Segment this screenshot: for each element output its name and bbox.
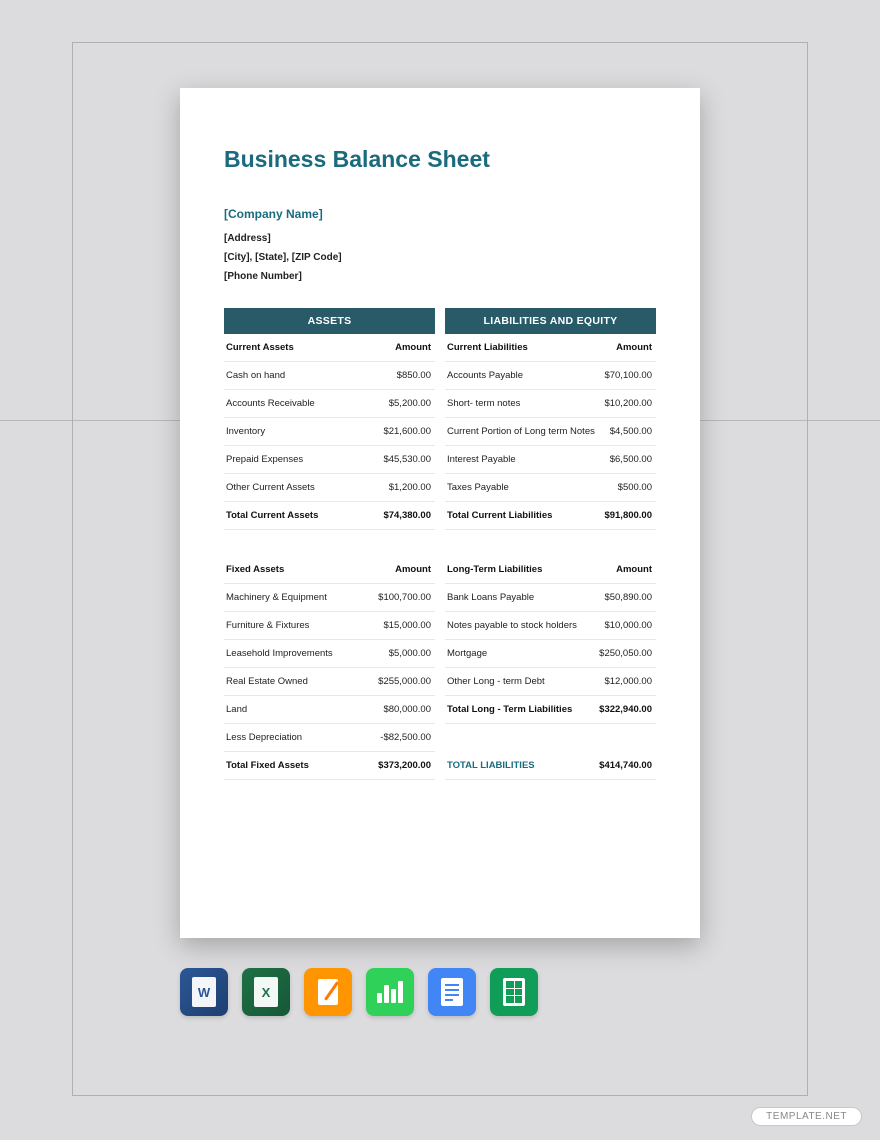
tables-container: ASSETS Current Assets Amount Cash on han… — [224, 308, 656, 784]
document-title: Business Balance Sheet — [224, 146, 656, 173]
table-row: Inventory$21,600.00 — [224, 418, 435, 446]
pages-icon[interactable] — [304, 968, 352, 1016]
company-address: [Address] — [224, 229, 656, 248]
file-format-icons: W X — [180, 968, 538, 1016]
table-row: Accounts Receivable$5,200.00 — [224, 390, 435, 418]
current-liabilities-title: Current Liabilities — [447, 342, 616, 354]
current-assets-title: Current Assets — [226, 342, 395, 354]
table-row: Less Depreciation-$82,500.00 — [224, 724, 435, 752]
longterm-liabilities-title: Long-Term Liabilities — [447, 564, 616, 576]
liabilities-header: LIABILITIES AND EQUITY — [445, 308, 656, 334]
table-row: Taxes Payable$500.00 — [445, 474, 656, 502]
excel-icon[interactable]: X — [242, 968, 290, 1016]
table-row: Other Long - term Debt$12,000.00 — [445, 668, 656, 696]
fixed-assets-head: Fixed Assets Amount — [224, 556, 435, 584]
company-block: [Company Name] [Address] [City], [State]… — [224, 207, 656, 286]
google-sheets-icon[interactable] — [490, 968, 538, 1016]
table-row: Notes payable to stock holders$10,000.00 — [445, 612, 656, 640]
table-row: Land$80,000.00 — [224, 696, 435, 724]
watermark-badge: TEMPLATE.NET — [751, 1107, 862, 1126]
longterm-liabilities-head: Long-Term Liabilities Amount — [445, 556, 656, 584]
google-docs-icon[interactable] — [428, 968, 476, 1016]
current-assets-section: Current Assets Amount Cash on hand$850.0… — [224, 334, 435, 530]
spacer — [445, 724, 656, 752]
numbers-icon[interactable] — [366, 968, 414, 1016]
table-row: Furniture & Fixtures$15,000.00 — [224, 612, 435, 640]
table-row: Machinery & Equipment$100,700.00 — [224, 584, 435, 612]
total-liabilities: TOTAL LIABILITIES$414,740.00 — [445, 752, 656, 780]
amount-label: Amount — [616, 342, 652, 353]
current-liabilities-total: Total Current Liabilities$91,800.00 — [445, 502, 656, 530]
fixed-assets-section: Fixed Assets Amount Machinery & Equipmen… — [224, 556, 435, 780]
company-city-state-zip: [City], [State], [ZIP Code] — [224, 248, 656, 267]
table-row: Real Estate Owned$255,000.00 — [224, 668, 435, 696]
amount-label: Amount — [395, 564, 431, 575]
word-icon[interactable]: W — [180, 968, 228, 1016]
current-liabilities-section: Current Liabilities Amount Accounts Paya… — [445, 334, 656, 530]
assets-header: ASSETS — [224, 308, 435, 334]
longterm-liabilities-total: Total Long - Term Liabilities$322,940.00 — [445, 696, 656, 724]
current-assets-head: Current Assets Amount — [224, 334, 435, 362]
fixed-assets-title: Fixed Assets — [226, 564, 395, 576]
fixed-assets-total: Total Fixed Assets$373,200.00 — [224, 752, 435, 780]
document-sheet: Business Balance Sheet [Company Name] [A… — [180, 88, 700, 938]
company-phone: [Phone Number] — [224, 267, 656, 286]
table-row: Prepaid Expenses$45,530.00 — [224, 446, 435, 474]
table-row: Leasehold Improvements$5,000.00 — [224, 640, 435, 668]
table-row: Current Portion of Long term Notes$4,500… — [445, 418, 656, 446]
liabilities-column: LIABILITIES AND EQUITY Current Liabiliti… — [445, 308, 656, 784]
spacer — [224, 534, 435, 556]
table-row: Cash on hand$850.00 — [224, 362, 435, 390]
table-row: Mortgage$250,050.00 — [445, 640, 656, 668]
table-row: Interest Payable$6,500.00 — [445, 446, 656, 474]
spacer — [445, 534, 656, 556]
company-name: [Company Name] — [224, 207, 656, 221]
amount-label: Amount — [616, 564, 652, 575]
assets-column: ASSETS Current Assets Amount Cash on han… — [224, 308, 435, 784]
amount-label: Amount — [395, 342, 431, 353]
current-assets-total: Total Current Assets$74,380.00 — [224, 502, 435, 530]
table-row: Other Current Assets$1,200.00 — [224, 474, 435, 502]
table-row: Short- term notes$10,200.00 — [445, 390, 656, 418]
current-liabilities-head: Current Liabilities Amount — [445, 334, 656, 362]
table-row: Accounts Payable$70,100.00 — [445, 362, 656, 390]
table-row: Bank Loans Payable$50,890.00 — [445, 584, 656, 612]
longterm-liabilities-section: Long-Term Liabilities Amount Bank Loans … — [445, 556, 656, 780]
